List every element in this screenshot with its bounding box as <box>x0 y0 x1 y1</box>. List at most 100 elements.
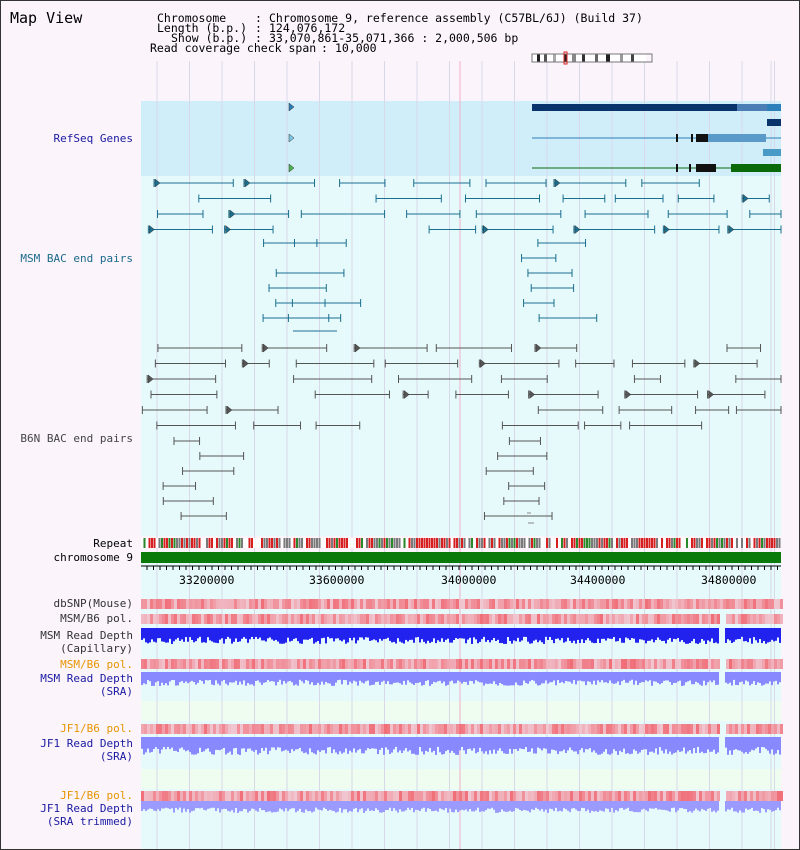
track-label-refseq[interactable]: RefSeq Genes <box>53 132 133 145</box>
msm-sra-depth-bar <box>371 672 373 685</box>
track-label-dbsnp[interactable]: dbSNP(Mouse) <box>53 597 133 610</box>
jf1-pol2-heat-cell <box>426 791 429 801</box>
jf1-trim-depth-bar <box>305 801 307 810</box>
msm-sra-depth-bar <box>733 672 735 680</box>
msm-cap-depth-bar <box>765 628 767 644</box>
jf1-pol-heat-cell <box>306 724 309 734</box>
msm-pol2-heat-cell <box>729 659 732 669</box>
msm-sra-depth-bar <box>525 672 527 683</box>
jf1-pol-heat-cell <box>600 724 603 734</box>
msm-sra-depth-bar <box>695 672 697 682</box>
jf1-pol2-heat-cell <box>477 791 480 801</box>
jf1-depth-bar <box>743 737 745 754</box>
jf1-trim-depth-bar <box>539 801 541 811</box>
b6n-bac-pair-marker <box>480 358 486 369</box>
track-label-jf1-pol[interactable]: JF1/B6 pol. <box>60 722 133 735</box>
jf1-depth-bar <box>143 737 145 755</box>
snp-heat-cell <box>333 599 336 609</box>
msm-pol2-heat-cell <box>375 659 378 669</box>
ideogram-selection[interactable] <box>563 51 568 65</box>
track-label-msm-pol[interactable]: MSM/B6 pol. <box>60 612 133 625</box>
jf1-depth-bar <box>567 737 569 751</box>
jf1-pol-heat-cell <box>699 724 702 734</box>
msm-pol2-heat-cell <box>678 659 681 669</box>
msm-cap-depth-bar <box>545 628 547 637</box>
jf1-trim-depth-bar <box>349 801 351 811</box>
track-label-repeat[interactable]: Repeat <box>93 537 133 550</box>
track-label-jf1-pol-2[interactable]: JF1/B6 pol. <box>60 789 133 802</box>
jf1-trim-depth-bar <box>459 801 461 811</box>
track-label-msm-pol-2[interactable]: MSM/B6 pol. <box>60 658 133 671</box>
snp-heat-cell <box>564 599 567 609</box>
msm-cap-depth-bar <box>491 628 493 641</box>
track-label-jf1-trim[interactable]: JF1 Read Depth <box>40 802 133 815</box>
jf1-pol-heat-cell <box>297 724 300 734</box>
repeat-mark <box>383 538 386 548</box>
msm-sra-depth-bar <box>611 672 613 684</box>
repeat-mark <box>271 538 273 548</box>
msm-pol2-heat-cell <box>537 659 540 669</box>
msm-pol-heat-cell <box>201 614 204 624</box>
msm-pol-heat-cell <box>183 614 186 624</box>
jf1-trim-depth-bar <box>701 801 703 809</box>
jf1-trim-depth-bar <box>731 801 733 808</box>
msm-cap-depth-bar <box>479 628 481 642</box>
track-label-msm-bac[interactable]: MSM BAC end pairs <box>20 252 133 265</box>
jf1-pol-heat-cell <box>240 724 243 734</box>
repeat-mark <box>688 538 691 548</box>
msm-sra-depth-bar <box>625 672 627 683</box>
jf1-depth-bar <box>495 737 497 754</box>
jf1-pol-heat-cell <box>195 724 198 734</box>
jf1-depth-bar <box>535 737 537 754</box>
jf1-depth-bar <box>365 737 367 751</box>
track-label-msm-depth-sra[interactable]: MSM Read Depth <box>40 672 133 685</box>
jf1-pol-heat-cell <box>660 724 663 734</box>
msm-pol2-heat-cell <box>204 659 207 669</box>
msm-cap-depth-bar <box>293 628 295 639</box>
track-label-jf1-depth[interactable]: JF1 Read Depth <box>40 737 133 750</box>
jf1-pol-heat-cell <box>423 724 426 734</box>
jf1-depth-bar <box>731 737 733 755</box>
repeat-mark <box>341 538 343 548</box>
msm-sra-depth-bar <box>373 672 375 685</box>
msm-sra-depth-bar <box>411 672 413 684</box>
jf1-pol2-heat-cell <box>357 791 360 801</box>
jf1-pol2-heat-cell <box>264 791 267 801</box>
snp-heat-cell <box>297 599 300 609</box>
repeat-mark <box>736 538 738 548</box>
gene-block <box>731 164 763 172</box>
msm-cap-depth-bar <box>243 628 245 638</box>
jf1-pol2-heat-cell <box>429 791 432 801</box>
chromosome-ideogram[interactable] <box>1 1 800 81</box>
repeat-mark <box>348 538 351 548</box>
repeat-mark <box>246 538 248 548</box>
msm-pol2-heat-cell <box>291 659 294 669</box>
jf1-pol2-heat-cell <box>468 791 471 801</box>
jf1-depth-bar <box>261 737 263 749</box>
msm-pol-heat-cell <box>387 614 390 624</box>
jf1-depth-bar <box>591 737 593 753</box>
jf1-trim-depth-bar <box>395 801 397 811</box>
msm-pol2-heat-cell <box>522 659 525 669</box>
jf1-trim-depth-bar <box>241 801 243 812</box>
repeat-mark <box>626 538 628 548</box>
track-label-b6n-bac[interactable]: B6N BAC end pairs <box>20 432 133 445</box>
jf1-pol2-heat-cell <box>399 791 402 801</box>
msm-sra-depth-bar <box>385 672 387 684</box>
track-label-msm-depth-cap[interactable]: MSM Read Depth <box>40 629 133 642</box>
repeat-mark <box>176 538 178 548</box>
msm-sra-depth-bar <box>409 672 411 683</box>
snp-heat-cell <box>396 599 399 609</box>
msm-pol-heat-cell <box>510 614 513 624</box>
jf1-trim-depth-bar <box>599 801 601 811</box>
repeat-mark <box>291 538 293 548</box>
jf1-depth-bar <box>243 737 245 749</box>
jf1-depth-bar <box>333 737 335 750</box>
jf1-depth-bar <box>331 737 333 754</box>
msm-cap-depth-bar <box>625 628 627 638</box>
msm-pol2-heat-cell <box>153 659 156 669</box>
gene-exon <box>676 134 678 142</box>
msm-pol2-heat-cell <box>282 659 285 669</box>
snp-heat-cell <box>441 599 444 609</box>
msm-pol-heat-cell <box>153 614 156 624</box>
